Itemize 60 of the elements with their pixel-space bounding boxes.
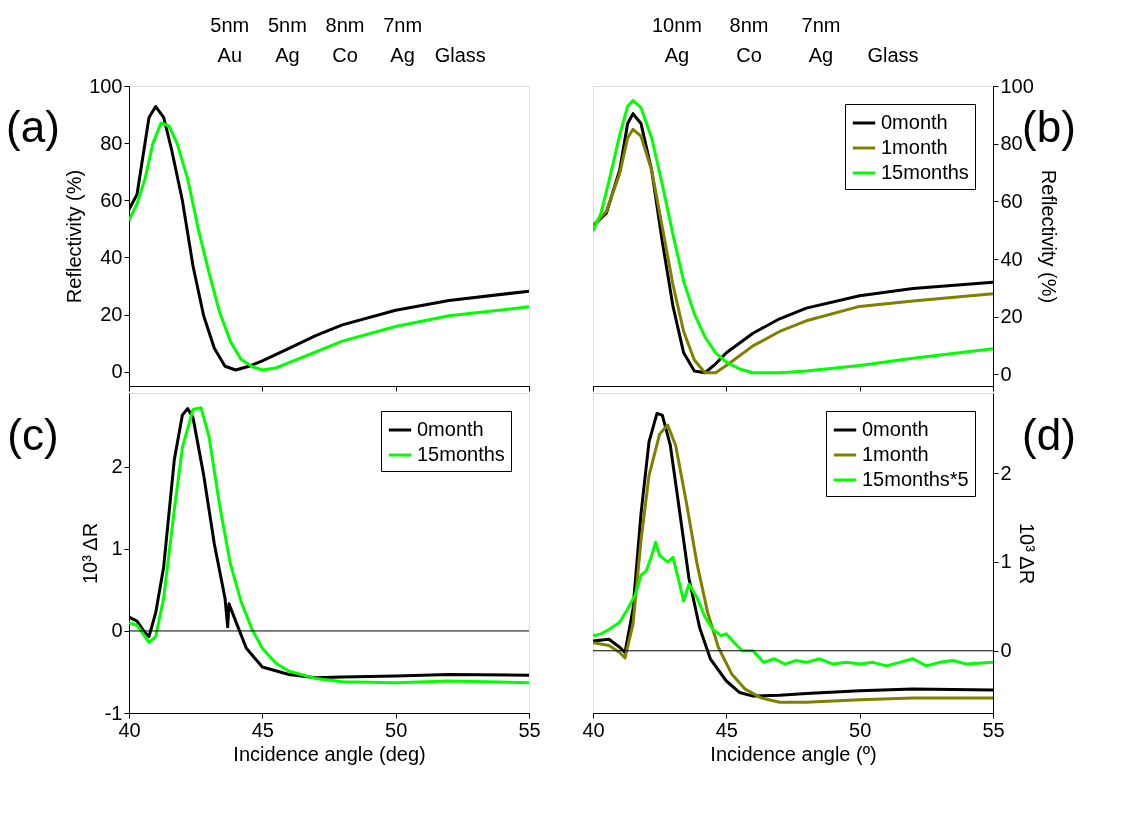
y2-tick-label: 100: [1000, 74, 1034, 97]
legend-label: 1month: [862, 443, 929, 465]
y-tick-label: 1: [111, 537, 123, 560]
text: 10nm: [651, 14, 703, 36]
legend-label: 0month: [862, 418, 929, 440]
text: Co: [736, 44, 762, 66]
x-tick-label: 55: [518, 718, 541, 741]
y2-tick-label: 2: [1000, 461, 1012, 484]
text: Glass: [867, 44, 919, 66]
legend-label: 15months*5: [862, 468, 969, 490]
text: 8nm: [325, 14, 365, 36]
legend-label: 15months: [881, 161, 969, 183]
y2-tick-label: 80: [1000, 132, 1023, 155]
x-tick-label: 40: [582, 718, 605, 741]
text: Co: [332, 44, 358, 66]
text: Ag: [808, 44, 834, 66]
text: Au: [217, 44, 243, 66]
text: Ag: [664, 44, 690, 66]
y-tick-label: 2: [111, 455, 123, 478]
text: Glass: [434, 44, 486, 66]
x-tick-label: 50: [849, 718, 872, 741]
y-tick-label: 20: [100, 303, 123, 326]
y-axis-title: 10³ ΔR: [78, 522, 101, 585]
y-tick-label: 0: [111, 360, 123, 383]
chart-title: (a): [6, 102, 60, 151]
chart-title: (b): [1022, 102, 1076, 151]
y2-axis-title: 10³ ΔR: [1015, 522, 1038, 585]
legend-label: 15months: [417, 443, 505, 465]
x-axis-title: Incidence angle (deg): [233, 742, 426, 765]
legend-label: 0month: [417, 418, 484, 440]
y2-tick-label: 20: [1000, 305, 1023, 328]
y-tick-label: -1: [104, 701, 123, 724]
y2-tick-label: 40: [1000, 247, 1023, 270]
text: 7nm: [383, 14, 423, 36]
y-tick-label: 100: [89, 74, 123, 97]
x-tick-label: 45: [715, 718, 738, 741]
x-tick-label: 55: [982, 718, 1005, 741]
legend-label: 0month: [881, 111, 948, 133]
chart-title: (d): [1022, 410, 1076, 460]
chart-title: (c): [7, 410, 59, 460]
text: Ag: [390, 44, 415, 66]
y-tick-label: 40: [100, 245, 123, 268]
y-tick-label: 80: [100, 131, 123, 154]
y-axis-title: Reflectivity (%): [63, 169, 86, 304]
y2-tick-label: 0: [1000, 362, 1012, 385]
y2-tick-label: 0: [1000, 639, 1012, 662]
y2-tick-label: 60: [1000, 189, 1023, 212]
x-axis-title: Incidence angle (º): [710, 742, 877, 765]
text: 7nm: [801, 14, 841, 36]
y2-tick-label: 1: [1000, 550, 1012, 573]
text: 5nm: [210, 14, 250, 36]
text: 8nm: [729, 14, 769, 36]
x-tick-label: 45: [251, 718, 274, 741]
x-tick-label: 50: [385, 718, 408, 741]
text: Ag: [275, 44, 300, 66]
text: 5nm: [267, 14, 307, 36]
y-tick-label: 0: [111, 619, 123, 642]
y-tick-label: 60: [100, 188, 123, 211]
y2-axis-title: Reflectivity (%): [1037, 169, 1060, 304]
legend-label: 1month: [881, 136, 948, 158]
